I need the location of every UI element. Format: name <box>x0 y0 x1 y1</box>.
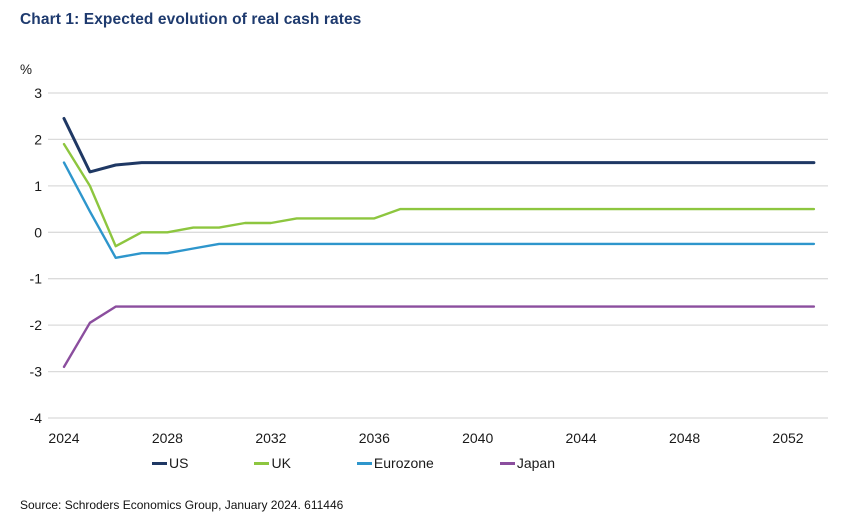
legend-label-japan: Japan <box>516 455 555 471</box>
x-tick-label: 2032 <box>255 430 286 446</box>
y-axis-unit-label: % <box>20 62 33 77</box>
legend-swatch-us-icon <box>152 461 167 465</box>
y-tick-label: -1 <box>30 271 43 287</box>
series-line-eurozone <box>62 161 816 259</box>
series-line-uk <box>62 142 816 248</box>
source-note: Source: Schroders Economics Group, Janua… <box>20 498 344 512</box>
legend-swatch-uk-icon <box>254 461 270 465</box>
y-tick-label: 2 <box>34 131 42 147</box>
y-tick-label: 0 <box>34 224 42 240</box>
legend-item-uk: UK <box>254 455 291 471</box>
x-tick-label: 2024 <box>48 430 79 446</box>
legend-label-uk: UK <box>271 455 291 471</box>
series-line-japan <box>62 305 816 369</box>
x-tick-label: 2044 <box>566 430 597 446</box>
legend-item-japan: Japan <box>499 455 555 471</box>
x-tick-label: 2036 <box>359 430 390 446</box>
x-tick-label: 2048 <box>669 430 700 446</box>
y-tick-label: 1 <box>34 178 42 194</box>
legend-swatch-japan-icon <box>499 461 515 465</box>
y-tick-label: -4 <box>30 410 43 426</box>
legend-swatch-eurozone-icon <box>356 461 372 465</box>
y-tick-label: -3 <box>30 364 43 380</box>
x-tick-label: 2028 <box>152 430 183 446</box>
x-tick-label: 2052 <box>772 430 803 446</box>
y-tick-label: -2 <box>30 317 43 333</box>
legend-item-eurozone: Eurozone <box>356 455 434 471</box>
series-line-us <box>62 117 816 174</box>
chart-title: Chart 1: Expected evolution of real cash… <box>20 11 362 28</box>
legend-label-eurozone: Eurozone <box>373 455 434 471</box>
x-tick-label: 2040 <box>462 430 493 446</box>
legend-label-us: US <box>169 455 189 471</box>
chart-legend: US UK Eurozone Japan <box>152 455 555 471</box>
y-tick-label: 3 <box>34 85 42 101</box>
legend-item-us: US <box>152 455 188 471</box>
